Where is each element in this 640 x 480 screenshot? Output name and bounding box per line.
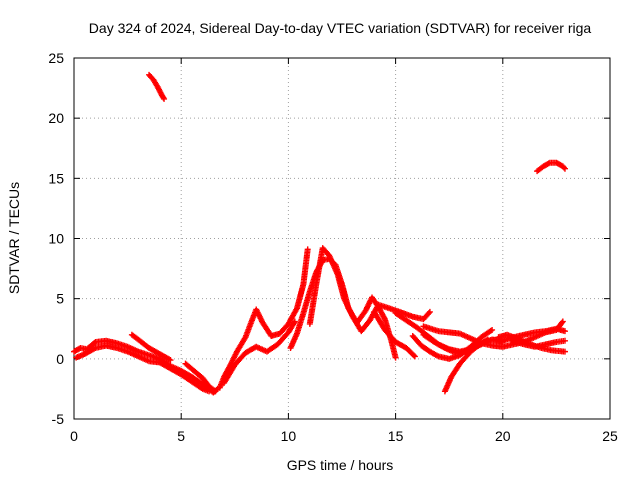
data-point (304, 246, 311, 253)
data-point (411, 353, 418, 360)
grid-lines (74, 58, 610, 419)
data-point (560, 164, 567, 171)
y-tick-label: 25 (48, 50, 64, 66)
data-point (161, 95, 168, 102)
x-tick-label: 5 (177, 428, 185, 444)
series-midday-secondary (306, 245, 433, 335)
data-point (561, 348, 568, 355)
series-early-high (146, 71, 168, 102)
data-point (291, 318, 298, 325)
series-evening-lower-2 (508, 337, 568, 350)
x-tick-label: 10 (281, 428, 297, 444)
data-point (211, 387, 218, 394)
data-point (425, 310, 432, 317)
y-tick-label: 0 (56, 351, 64, 367)
series-dawn-upper (128, 331, 174, 364)
y-tick-label: 20 (48, 110, 64, 126)
x-tick-label: 15 (388, 428, 404, 444)
series-dawn-dip (182, 360, 219, 395)
x-tick-label: 20 (495, 428, 511, 444)
series-morning-lower (221, 318, 298, 386)
series-late-high (534, 159, 568, 175)
series-pre-dawn-low (73, 342, 213, 395)
y-tick-label: 5 (56, 291, 64, 307)
data-point (167, 357, 174, 364)
data-point (558, 319, 565, 326)
data-point (559, 318, 566, 325)
data-point (545, 160, 552, 167)
series-afternoon-a (371, 308, 418, 360)
data-point (410, 352, 417, 359)
data-point (561, 328, 568, 335)
data-point (392, 354, 399, 361)
data-point (160, 94, 167, 101)
y-axis-label: SDTVAR / TECUs (6, 182, 22, 294)
x-axis-label: GPS time / hours (287, 457, 394, 473)
data-point (426, 308, 433, 315)
data-point (561, 337, 568, 344)
data-point (489, 326, 496, 333)
x-tick-label: 0 (70, 428, 78, 444)
plot-frame (73, 57, 611, 420)
y-tick-label: 10 (48, 231, 64, 247)
axis-ticks: 0 5 10 15 20 25 -5 0 5 10 15 20 25 (48, 50, 618, 444)
data-series (71, 71, 568, 396)
data-point (561, 165, 568, 172)
x-tick-label: 25 (602, 428, 618, 444)
y-tick-label: -5 (52, 411, 65, 427)
data-point (212, 388, 219, 395)
y-tick-label: 15 (48, 170, 64, 186)
data-point (91, 340, 98, 347)
chart-title: Day 324 of 2024, Sidereal Day-to-day VTE… (89, 20, 592, 36)
